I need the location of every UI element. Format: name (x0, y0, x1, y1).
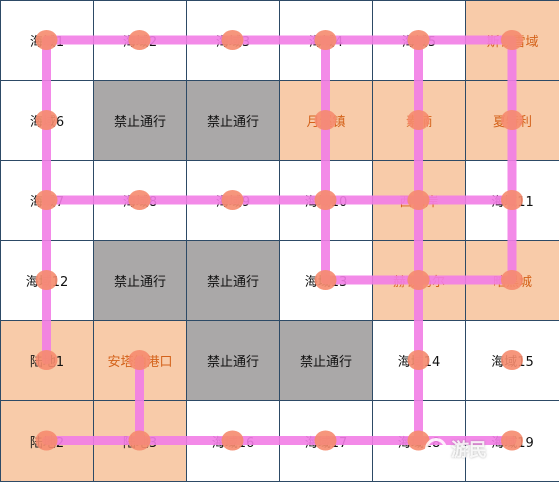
map-cell-land[interactable]: 安塔纳港口 (93, 320, 187, 401)
cell-label: 海域6 (29, 115, 65, 130)
map-cell-land[interactable]: 西海岸 (372, 160, 466, 241)
map-cell-land[interactable]: 夏特利 (465, 80, 559, 161)
map-cell-sea[interactable]: 海域15 (465, 320, 559, 401)
cell-label: 海域13 (304, 275, 348, 290)
cell-label: 陆地1 (29, 355, 65, 370)
map-cell-land[interactable]: 月溪镇 (279, 80, 373, 161)
map-cell-sea[interactable]: 海域11 (465, 160, 559, 241)
cell-label: 海域1 (29, 35, 65, 50)
map-cell-sea[interactable]: 海域17 (279, 400, 373, 482)
cell-label: 海域15 (491, 355, 534, 370)
map-cell-land[interactable]: 赫顿玛尔 (372, 240, 466, 321)
cell-label: 禁止通行 (206, 115, 259, 130)
cell-label: 暗黑城 (492, 275, 532, 290)
map-cell-blocked: 禁止通行 (186, 80, 280, 161)
map-cell-blocked: 禁止通行 (93, 80, 187, 161)
cell-label: 海域11 (491, 195, 534, 210)
map-cell-blocked: 禁止通行 (186, 320, 280, 401)
cell-label: 月溪镇 (306, 115, 346, 130)
cell-label: 海域10 (304, 195, 348, 210)
map-cell-land[interactable]: 陆地1 (0, 320, 94, 401)
map-cell-blocked: 禁止通行 (186, 240, 280, 321)
map-cell-sea[interactable]: 海域12 (0, 240, 94, 321)
cell-label: 斯顿雪域 (486, 35, 539, 50)
cell-label: 赫顿玛尔 (392, 275, 445, 290)
watermark-logo-icon (425, 438, 447, 460)
watermark-text: 游民 (451, 440, 487, 461)
cell-label: 海域14 (397, 355, 441, 370)
map-cell-land[interactable]: 素喃 (372, 80, 466, 161)
cell-label: 海域9 (215, 195, 251, 210)
map-cell-sea[interactable]: 海域4 (279, 0, 373, 81)
map-cell-land[interactable]: 斯顿雪域 (465, 0, 559, 81)
cell-label: 海域5 (401, 35, 437, 50)
map-cell-sea[interactable]: 海域3 (186, 0, 280, 81)
cell-label: 海域3 (215, 35, 251, 50)
cell-label: 陆地2 (29, 435, 65, 451)
cell-label: 西海岸 (399, 195, 439, 210)
cell-label: 陆地3 (122, 435, 158, 451)
map-cell-blocked: 禁止通行 (279, 320, 373, 401)
map-cell-sea[interactable]: 海域1 (0, 0, 94, 81)
map-cell-sea[interactable]: 海域10 (279, 160, 373, 241)
cell-label: 安塔纳港口 (107, 355, 173, 370)
cell-label: 海域8 (122, 195, 158, 210)
cell-label: 海域17 (304, 435, 348, 451)
map-cell-sea[interactable]: 海域13 (279, 240, 373, 321)
map-cell-sea[interactable]: 海域7 (0, 160, 94, 241)
cell-label: 海域12 (25, 275, 69, 290)
cell-label: 禁止通行 (113, 115, 166, 130)
map-cell-sea[interactable]: 海域14 (372, 320, 466, 401)
map-cell-sea[interactable]: 海域6 (0, 80, 94, 161)
map-cell-land[interactable]: 暗黑城 (465, 240, 559, 321)
cell-label: 海域16 (211, 435, 255, 451)
map-cell-sea[interactable]: 海域5 (372, 0, 466, 81)
cell-label: 禁止通行 (299, 355, 352, 370)
cell-label: 海域7 (29, 195, 65, 210)
map-cell-sea[interactable]: 海域16 (186, 400, 280, 482)
site-watermark: 游民 (425, 424, 555, 474)
cell-label: 夏特利 (492, 115, 532, 130)
cell-label: 禁止通行 (206, 275, 259, 290)
cell-label: 禁止通行 (206, 355, 259, 370)
cell-label: 海域4 (308, 35, 344, 50)
cell-label: 素喃 (405, 115, 432, 130)
map-cell-sea[interactable]: 海域9 (186, 160, 280, 241)
map-cell-sea[interactable]: 海域8 (93, 160, 187, 241)
cell-label: 禁止通行 (113, 275, 166, 290)
cell-label: 海域2 (122, 35, 158, 50)
map-cell-land[interactable]: 陆地2 (0, 400, 94, 482)
map-cell-sea[interactable]: 海域2 (93, 0, 187, 81)
map-cell-land[interactable]: 陆地3 (93, 400, 187, 482)
map-cell-blocked: 禁止通行 (93, 240, 187, 321)
